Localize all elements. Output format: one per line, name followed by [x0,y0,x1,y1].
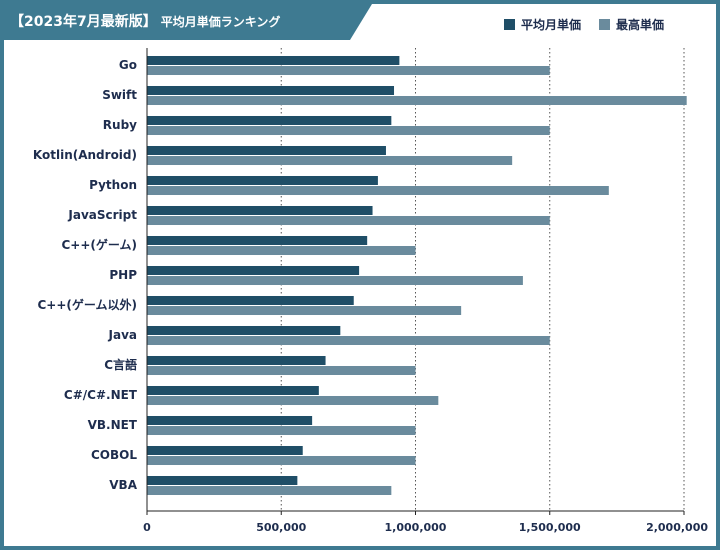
legend-swatch-max [599,19,611,30]
category-label: C++(ゲーム以外) [37,297,137,312]
bar-avg [147,446,303,455]
bar-avg [147,386,319,395]
bar-max [147,216,550,225]
bar-max [147,336,550,345]
bar-avg [147,266,360,275]
x-tick-label: 1,000,000 [385,521,447,534]
bar-max [147,486,392,495]
legend-swatch-avg [504,19,515,30]
category-label: C++(ゲーム) [61,237,137,252]
bar-avg [147,86,395,95]
bar-avg [147,356,326,365]
legend-label-avg: 平均月単価 [521,18,582,32]
bar-avg [147,326,341,335]
bar-max [147,66,550,75]
category-label: JavaScript [67,208,137,222]
x-tick-label: 2,000,000 [646,521,708,534]
category-label: Java [108,328,137,342]
bar-avg [147,176,378,185]
bar-max [147,456,416,465]
title-badge: 【2023年7月最新版】 [10,14,157,30]
legend: 平均月単価 最高単価 [504,16,682,33]
bar-avg [147,416,313,425]
legend-item-avg: 平均月単価 [504,16,581,33]
bar-avg [147,146,386,155]
title-tab [4,4,372,40]
category-label: Swift [102,88,137,102]
bar-max [147,246,416,255]
legend-label-max: 最高単価 [616,18,665,32]
category-label: Ruby [103,118,137,132]
bar-max [147,156,513,165]
category-label: VB.NET [88,418,138,432]
chart-title: 【2023年7月最新版】 平均月単価ランキング [10,4,280,40]
bar-max [147,426,416,435]
category-label: C言語 [104,357,137,372]
category-label: COBOL [91,448,137,462]
bar-max [147,366,416,375]
bar-avg [147,206,373,215]
bar-avg [147,236,368,245]
legend-item-max: 最高単価 [599,16,664,33]
category-label: PHP [109,268,137,282]
category-label: VBA [109,478,137,492]
category-label: Python [89,178,137,192]
bar-max [147,306,462,315]
bar-avg [147,296,354,305]
category-label: Kotlin(Android) [33,148,137,162]
category-label: C#/C#.NET [64,388,138,402]
bar-max [147,126,550,135]
bar-max [147,396,439,405]
bar-max [147,276,523,285]
bar-max [147,96,687,105]
x-tick-label: 0 [143,521,151,534]
bar-avg [147,476,298,485]
x-tick-label: 500,000 [256,521,306,534]
bar-max [147,186,609,195]
bar-avg [147,56,400,65]
x-tick-label: 1,500,000 [519,521,581,534]
category-label: Go [119,58,137,72]
bar-avg [147,116,392,125]
title-subtitle: 平均月単価ランキング [160,15,281,29]
